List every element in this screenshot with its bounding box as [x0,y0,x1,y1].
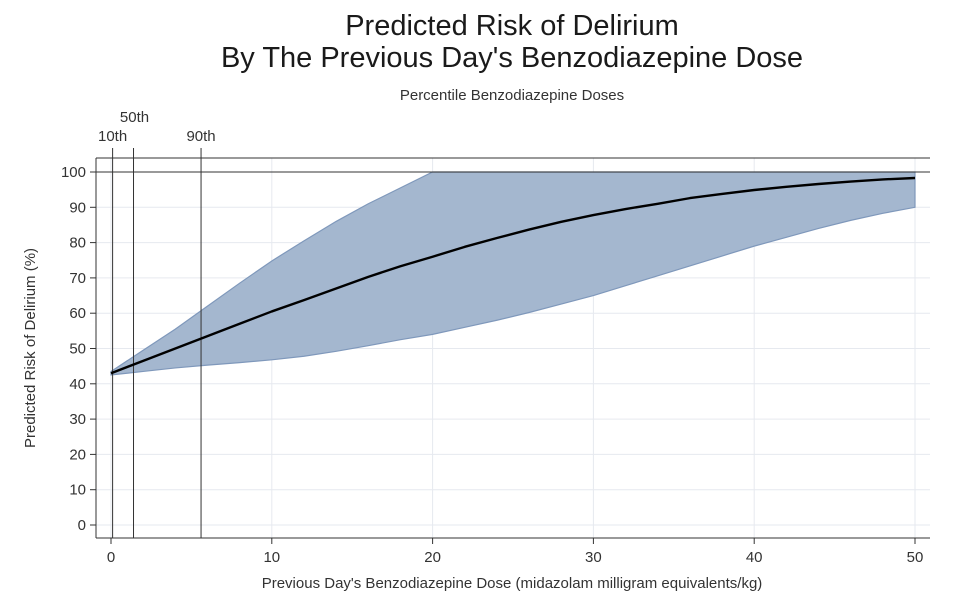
percentile-axis-title: Percentile Benzodiazepine Doses [400,87,624,104]
y-tick-label: 100 [61,164,86,181]
y-tick-label: 0 [78,517,86,534]
chart-title-line-2: By The Previous Day's Benzodiazepine Dos… [221,42,803,74]
predicted-risk-line [110,176,916,375]
x-tick-label: 50 [907,549,924,566]
y-tick-label: 60 [69,305,86,322]
y-tick-label: 40 [69,376,86,393]
percentile-label-90th: 90th [186,128,215,145]
percentile-lines: 10th 50th 90th [98,109,216,538]
axes: 0 10 20 30 40 50 60 70 80 90 100 0 10 20 30 40 50 [61,157,930,566]
x-tick-label: 30 [585,549,602,566]
x-tick-label: 10 [263,549,280,566]
y-tick-label: 70 [69,270,86,287]
x-tick-label: 40 [746,549,763,566]
y-tick-label: 90 [69,199,86,216]
x-axis-label: Previous Day's Benzodiazepine Dose (mida… [262,575,763,592]
x-tick-label: 0 [107,549,115,566]
percentile-label-50th: 50th [120,109,149,126]
x-tick-label: 20 [424,549,441,566]
y-axis-label: Predicted Risk of Delirium (%) [22,248,39,448]
percentile-label-10th: 10th [98,128,127,145]
chart-title-line-1: Predicted Risk of Delirium [345,10,679,42]
y-tick-label: 50 [69,341,86,358]
y-tick-label: 20 [69,446,86,463]
y-tick-label: 10 [69,482,86,499]
y-tick-label: 80 [69,235,86,252]
y-tick-label: 30 [69,411,86,428]
confidence-band [110,171,916,376]
